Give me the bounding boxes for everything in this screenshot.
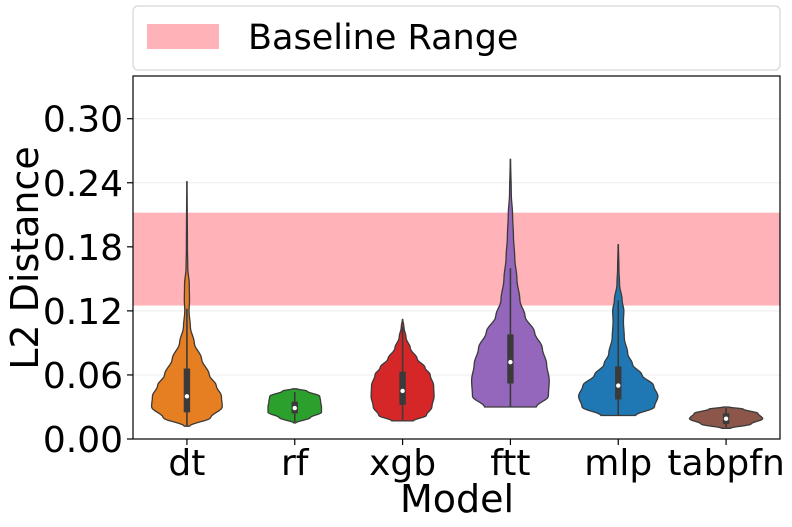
median-rf [292,405,297,411]
y-tick-label: 0.12 [43,292,123,333]
x-tick-label-mlp: mlp [584,443,652,484]
median-mlp [616,383,621,388]
y-axis-label: L2 Distance [3,146,47,370]
iqr-box-ftt [507,334,514,384]
x-tick-label-xgb: xgb [369,443,436,484]
plot-frame [132,75,781,440]
iqr-box-mlp [615,366,622,400]
y-tick-label: 0.18 [43,228,123,269]
x-ticks: dt rf xgb ftt mlp tabpfn [168,439,785,484]
iqr-box-xgb [399,371,406,405]
iqr-box-dt [183,368,191,413]
y-tick-label: 0.30 [43,100,123,141]
median-tabpfn [723,416,729,421]
violins [150,158,764,429]
legend-swatch-baseline-range [147,24,219,49]
median-dt [184,394,190,399]
legend: Baseline Range [132,5,781,71]
y-tick-label: 0.24 [43,164,123,205]
baseline-range-band-layer [133,212,780,306]
median-ftt [508,359,513,365]
legend-frame [132,5,781,71]
x-tick-label-dt: dt [168,443,205,484]
y-ticks: 0.00 0.06 0.12 0.18 0.24 0.30 [43,100,133,461]
x-tick-label-ftt: ftt [490,443,530,484]
median-xgb [400,388,405,394]
x-tick-label-rf: rf [281,443,310,484]
y-tick-label: 0.00 [43,420,123,461]
y-tick-label: 0.06 [43,356,123,397]
baseline-range-band [133,212,780,306]
legend-label-baseline-range: Baseline Range [248,18,518,58]
x-axis-label: Model [400,477,514,521]
x-tick-label-tabpfn: tabpfn [667,443,784,484]
violin-dt [150,181,223,427]
